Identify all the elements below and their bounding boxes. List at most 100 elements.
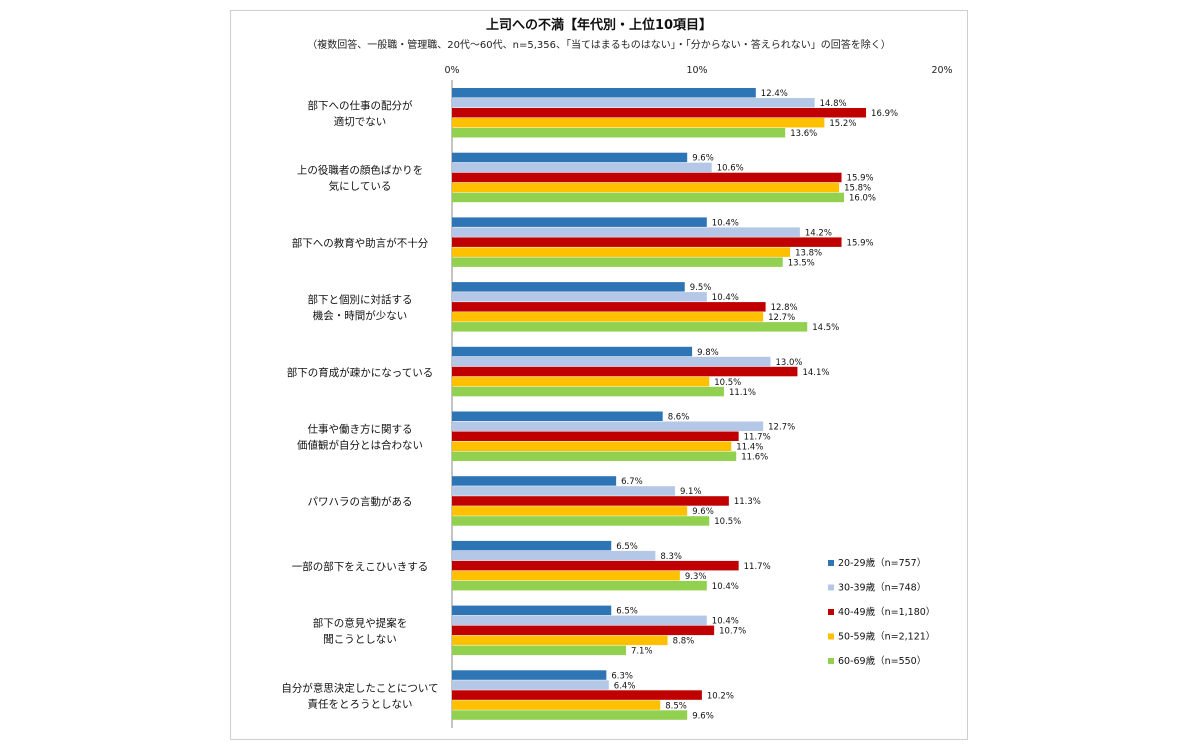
category-label: 聞こうとしない <box>323 634 397 646</box>
bar <box>452 366 798 377</box>
bar <box>452 322 808 332</box>
bar <box>452 645 626 656</box>
data-label: 13.0% <box>776 358 803 368</box>
category-label: 部下の育成が疎かになっている <box>287 366 433 379</box>
bar <box>452 247 791 257</box>
bar <box>452 476 617 486</box>
bar <box>452 88 756 98</box>
data-label: 6.7% <box>621 477 643 487</box>
data-label: 9.1% <box>680 487 702 497</box>
data-label: 15.9% <box>847 174 874 184</box>
data-label: 13.8% <box>795 248 822 258</box>
data-label: 11.7% <box>744 562 771 572</box>
bar <box>452 615 707 626</box>
bar <box>452 172 842 183</box>
data-label: 14.8% <box>820 99 847 109</box>
data-label: 15.9% <box>847 238 874 248</box>
legend-swatch <box>828 584 834 591</box>
legend-label: 40-49歳（n=1,180） <box>838 606 935 618</box>
legend-label: 60-69歳（n=550） <box>838 655 926 667</box>
bar <box>452 580 707 591</box>
data-label: 15.8% <box>844 184 871 194</box>
category-label: 気にしている <box>329 180 392 193</box>
bar <box>452 431 739 441</box>
bar <box>452 227 800 237</box>
bar <box>452 257 783 267</box>
data-label: 14.1% <box>802 368 829 378</box>
x-tick-label: 0% <box>444 65 459 76</box>
data-label: 10.4% <box>712 582 739 592</box>
legend-swatch <box>828 633 834 640</box>
data-label: 9.6% <box>692 507 714 517</box>
data-label: 16.9% <box>871 109 898 119</box>
data-label: 6.3% <box>611 671 633 681</box>
category-label: 価値観が自分とは合わない <box>297 439 423 452</box>
bar <box>452 118 825 128</box>
bar <box>452 346 693 357</box>
bar <box>452 411 663 421</box>
legend-swatch <box>828 560 834 566</box>
data-label: 9.6% <box>692 154 714 164</box>
data-label: 9.5% <box>690 283 712 293</box>
bar <box>452 376 710 387</box>
data-label: 11.1% <box>729 388 756 398</box>
category-label: 一部の部下をえこひいきする <box>292 560 429 573</box>
data-label: 11.6% <box>741 453 768 463</box>
data-label: 12.7% <box>768 313 795 323</box>
data-label: 13.5% <box>788 258 815 268</box>
category-label: パワハラの言動がある <box>308 495 413 508</box>
category-label: 上の役職者の顔色ばかりを <box>297 164 423 177</box>
bar <box>452 152 688 163</box>
category-label: 適切でない <box>334 115 387 128</box>
bar <box>452 560 739 571</box>
data-label: 10.4% <box>712 617 739 627</box>
data-label: 10.4% <box>712 218 739 228</box>
bar <box>452 680 609 690</box>
bar <box>452 516 710 526</box>
data-label: 10.5% <box>714 517 741 527</box>
bar <box>452 217 707 227</box>
legend-label: 30-39歳（n=748） <box>838 582 926 594</box>
data-label: 11.7% <box>744 433 771 443</box>
category-label: 機会・時間が少ない <box>313 309 408 322</box>
bar <box>452 302 766 312</box>
bar <box>452 625 715 636</box>
bar <box>452 441 732 451</box>
bar <box>452 421 764 431</box>
bar <box>452 670 607 680</box>
bar <box>452 192 844 203</box>
data-label: 8.6% <box>668 413 690 423</box>
data-label: 8.5% <box>665 701 687 711</box>
data-label: 12.8% <box>771 303 798 313</box>
legend-swatch <box>828 609 834 615</box>
bar <box>452 570 680 581</box>
bar <box>452 292 707 302</box>
data-label: 10.2% <box>707 691 734 701</box>
bar <box>452 312 764 322</box>
x-tick-label: 10% <box>686 65 707 76</box>
data-label: 16.0% <box>849 194 876 204</box>
data-label: 9.6% <box>692 711 714 721</box>
chart-title: 上司への不満【年代別・上位10項目】 <box>485 18 713 33</box>
data-label: 12.4% <box>761 89 788 99</box>
data-label: 7.1% <box>631 647 653 657</box>
data-label: 14.5% <box>812 323 839 333</box>
bar <box>452 128 786 138</box>
category-label: 責任をとろうとしない <box>308 697 413 710</box>
bar <box>452 486 675 496</box>
category-label: 部下の意見や提案を <box>313 617 408 630</box>
data-label: 6.4% <box>614 681 636 691</box>
legend-label: 50-59歳（n=2,121） <box>838 631 935 643</box>
bar <box>452 451 737 461</box>
bar <box>452 496 729 506</box>
data-label: 15.2% <box>829 119 856 129</box>
bar <box>452 506 688 516</box>
bar <box>452 282 685 292</box>
bar <box>452 356 771 367</box>
category-label: 仕事や働き方に関する <box>308 423 413 436</box>
bar <box>452 700 661 710</box>
category-label: 自分が意思決定したことについて <box>281 681 438 694</box>
data-label: 11.3% <box>734 497 761 507</box>
data-label: 13.6% <box>790 129 817 139</box>
